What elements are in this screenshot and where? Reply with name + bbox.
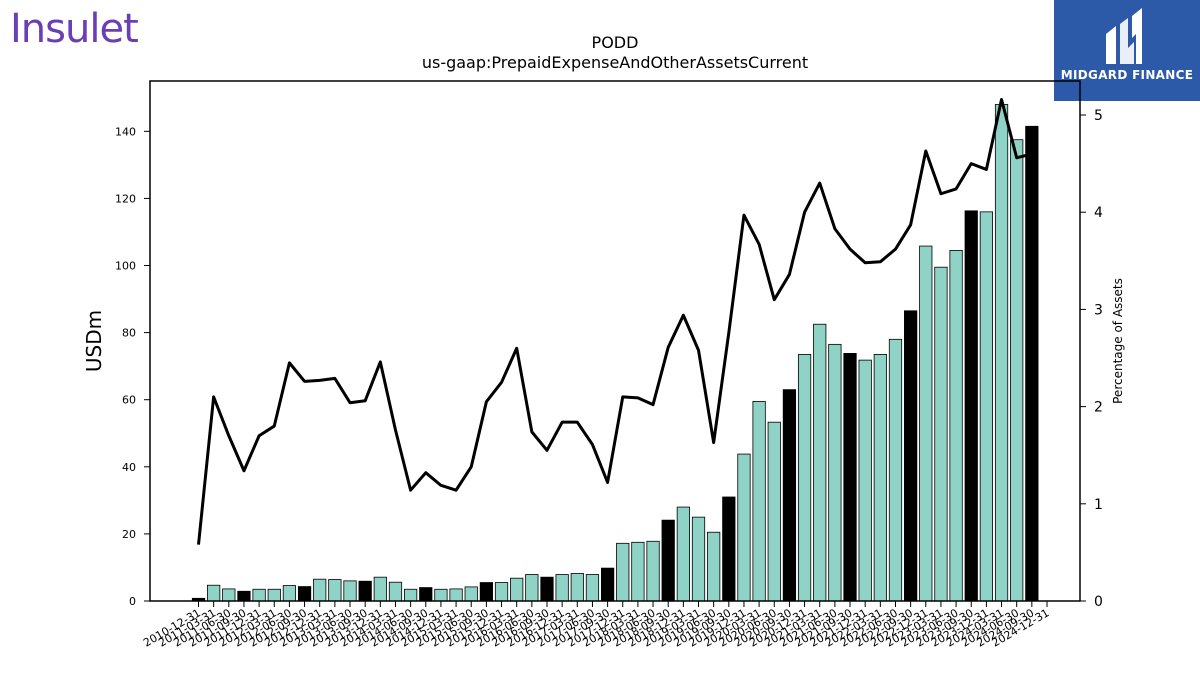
bar-2017-06-30 <box>585 574 600 602</box>
bar-2016-12-31 <box>555 574 569 602</box>
bar-2020-09-30 <box>782 389 797 602</box>
bar-2017-12-31 <box>616 542 630 602</box>
y-ticks-group: 0 20 40 60 80 100 120 140 <box>115 125 150 608</box>
bar-2019-09-30 <box>722 496 736 602</box>
bar-2017-09-30 <box>600 567 615 602</box>
y2-tick-label: 2 <box>1094 400 1103 416</box>
bar-2021-12-31 <box>858 359 872 602</box>
percentage-line <box>197 97 1033 545</box>
bar-2016-03-31 <box>510 577 524 602</box>
bar-2018-06-30 <box>646 540 660 602</box>
y2-axis-label: Percentage of Assets <box>1111 278 1125 404</box>
bar-2016-06-30 <box>525 574 539 602</box>
bar-2011-12-31 <box>252 588 266 602</box>
midgard-mark-icon <box>1106 8 1142 64</box>
bar-2020-06-30 <box>767 421 781 602</box>
insulet-logo: Insulet <box>10 6 139 52</box>
bar-2013-09-30 <box>358 580 372 602</box>
bar-2023-12-31 <box>979 211 993 602</box>
bar-2024-06-30 <box>1010 139 1024 602</box>
bar-2016-09-30 <box>540 576 554 602</box>
bar-2021-03-31 <box>813 323 827 602</box>
bar-2012-12-31 <box>313 578 327 602</box>
bar-2019-12-31 <box>737 453 751 602</box>
bar-2020-03-31 <box>752 400 766 602</box>
bar-2018-03-31 <box>631 541 645 602</box>
bar-2024-09-30 <box>1025 125 1039 602</box>
bar-2014-12-31 <box>434 588 448 602</box>
bar-2020-12-31 <box>797 354 812 602</box>
bar-2017-03-31 <box>570 573 584 602</box>
y-tick-label: 120 <box>115 192 136 205</box>
bar-2022-06-30 <box>888 338 903 602</box>
bar-2023-09-30 <box>964 210 978 602</box>
bar-2024-03-31 <box>994 104 1009 602</box>
y-tick-label: 0 <box>129 595 136 608</box>
bar-2015-09-30 <box>479 582 493 602</box>
bar-2015-03-31 <box>449 588 463 602</box>
bar-2014-03-31 <box>388 581 403 602</box>
bar-2013-03-31 <box>328 579 342 602</box>
plot-frame <box>149 80 1081 602</box>
y-tick-label: 60 <box>122 394 136 407</box>
chart-subtitle: us-gaap:PrepaidExpenseAndOtherAssetsCurr… <box>422 53 808 72</box>
bar-2019-03-31 <box>691 516 706 602</box>
bar-2022-12-31 <box>919 245 933 602</box>
midgard-finance-logo: MIDGARD FINANCE <box>1054 0 1200 101</box>
y2-tick-label: 5 <box>1094 108 1103 124</box>
bar-2014-09-30 <box>419 587 433 602</box>
bar-2023-06-30 <box>949 250 963 602</box>
bar-2018-12-31 <box>676 506 690 602</box>
bar-2018-09-30 <box>661 519 675 602</box>
bar-2012-09-30 <box>297 586 312 602</box>
bar-2012-06-30 <box>282 585 297 602</box>
bar-2011-06-30 <box>222 588 236 602</box>
bar-2022-09-30 <box>904 310 918 602</box>
bar-2021-06-30 <box>828 343 842 602</box>
bar-2022-03-31 <box>873 354 887 602</box>
y2-tick-label: 3 <box>1094 302 1103 318</box>
bar-2013-06-30 <box>343 580 357 602</box>
y-tick-label: 40 <box>122 461 136 474</box>
bar-2011-03-31 <box>207 584 221 602</box>
bars-group <box>191 104 1039 602</box>
bar-2011-09-30 <box>237 590 251 602</box>
y-tick-label: 100 <box>115 260 136 273</box>
y2-tick-label: 4 <box>1094 205 1103 221</box>
y2-tick-label: 0 <box>1094 594 1103 610</box>
y2-tick-label: 1 <box>1094 497 1103 513</box>
bar-2015-06-30 <box>464 586 478 602</box>
y2-ticks-group: 0 1 2 3 4 5 <box>1080 108 1103 610</box>
y-tick-label: 20 <box>122 528 136 541</box>
y-tick-label: 140 <box>115 125 136 138</box>
x-ticks-group: 2010-12-312011-03-312011-06-302011-09-30… <box>141 601 1052 650</box>
midgard-logo-text: MIDGARD FINANCE <box>1060 68 1194 82</box>
bar-2021-09-30 <box>843 353 857 602</box>
y-axis-label: USDm <box>82 310 106 372</box>
bar-2013-12-31 <box>373 576 387 602</box>
bar-2015-12-31 <box>494 582 509 602</box>
bar-2023-03-31 <box>934 266 948 602</box>
bar-2019-06-30 <box>707 531 721 602</box>
chart-title: PODD <box>592 33 639 52</box>
bar-2012-03-31 <box>267 588 281 602</box>
bar-2014-06-30 <box>404 588 418 602</box>
y-tick-label: 80 <box>122 327 136 340</box>
